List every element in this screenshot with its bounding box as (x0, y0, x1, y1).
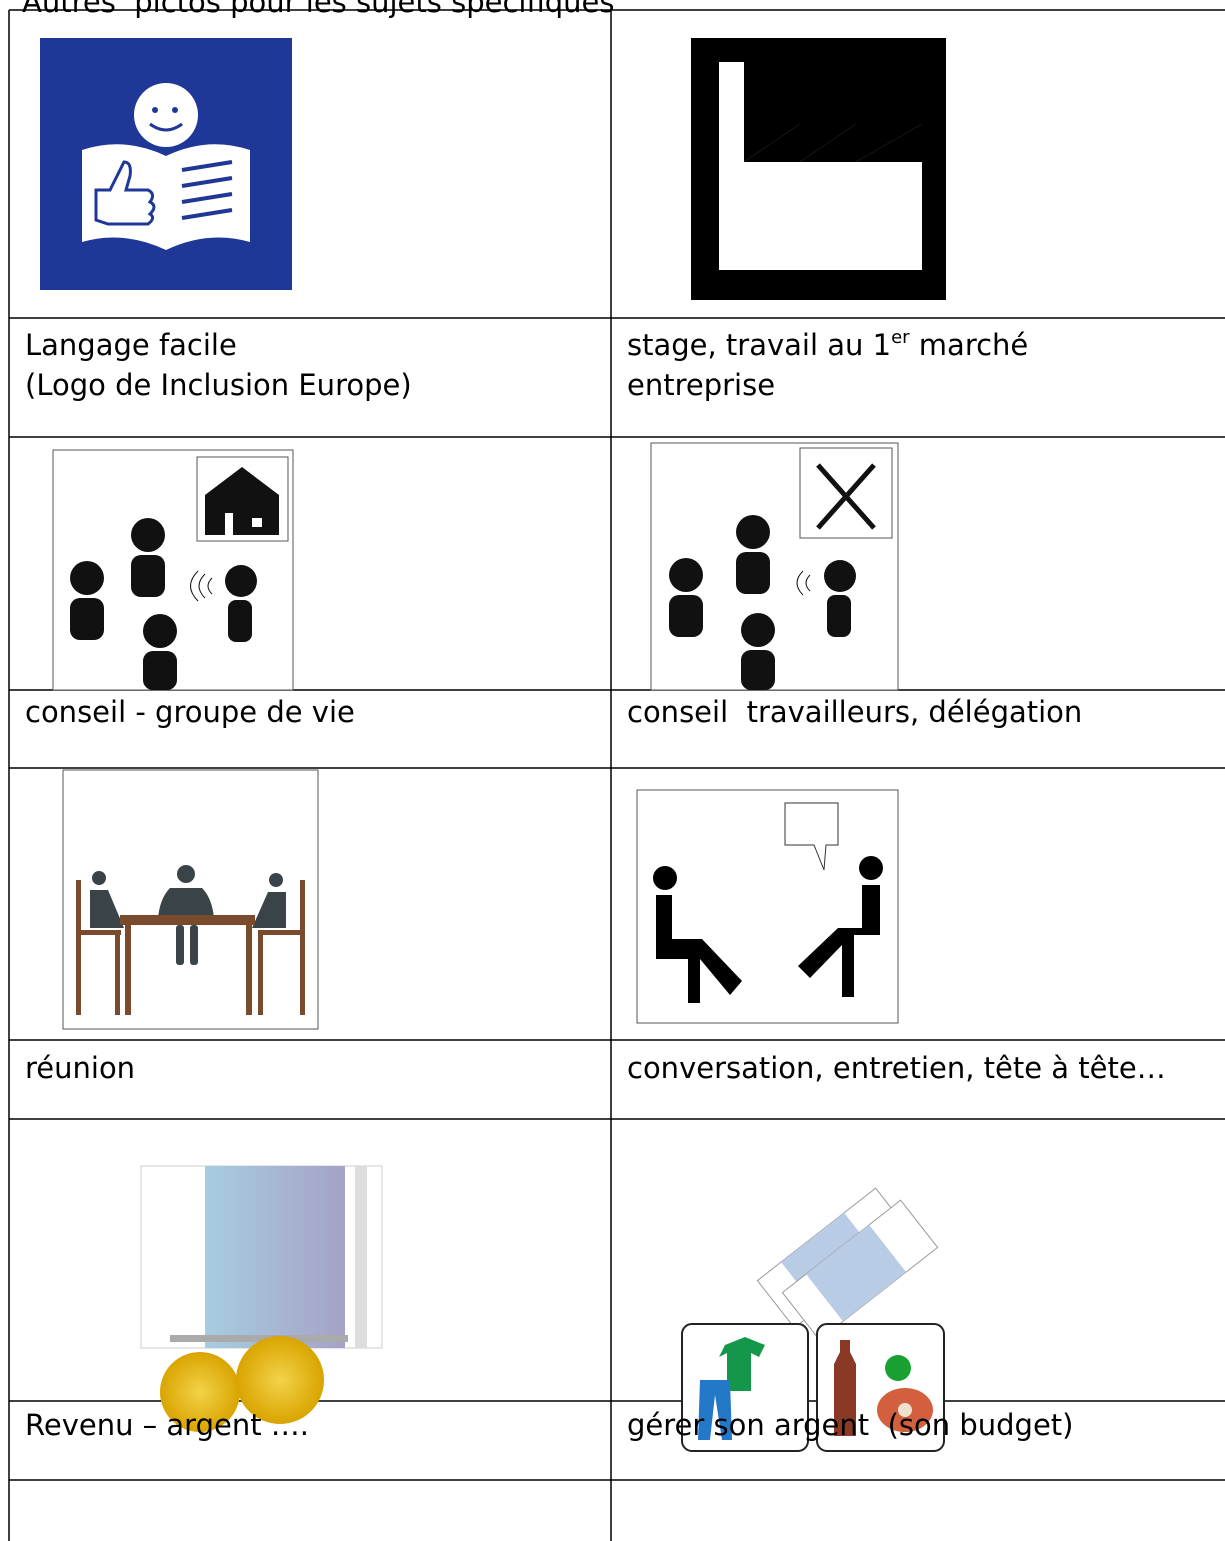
cell-text: stage, travail au 1er marché (627, 325, 1028, 365)
cell-text: (Logo de Inclusion Europe) (25, 368, 412, 402)
conversation-icon (636, 789, 899, 1024)
cell-text: Langage facile (25, 328, 237, 362)
cell-text: conseil travailleurs, délégation (627, 695, 1083, 729)
cell-text: stage, travail au 1 (627, 328, 892, 362)
page-title: Autres pictos pour les sujets spécifique… (22, 0, 615, 19)
money-icon (140, 1165, 383, 1432)
cell-text: entreprise (627, 368, 776, 402)
workers-council-icon (650, 442, 899, 691)
cell-text: Revenu – argent …. (25, 1408, 310, 1442)
factory-icon (691, 38, 946, 300)
cell-text: conversation, entretien, tête à tête… (627, 1051, 1166, 1085)
easy-read-logo (40, 38, 292, 290)
cell-text: marché (909, 328, 1029, 362)
cell-text: conseil - groupe de vie (25, 695, 355, 729)
cell-text: réunion (25, 1051, 136, 1085)
budget-icon (681, 1187, 945, 1452)
council-living-icon (52, 449, 294, 691)
cell-text: gérer son argent (son budget) (627, 1408, 1074, 1442)
meeting-icon (62, 769, 319, 1030)
superscript: er (891, 327, 910, 348)
